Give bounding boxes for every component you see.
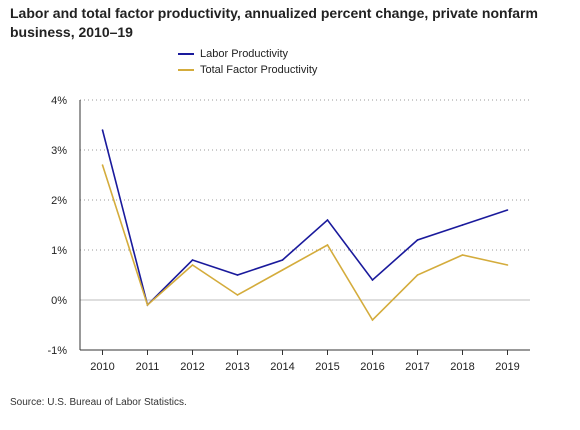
y-tick-label-1%: 1% bbox=[51, 245, 67, 257]
series-line-total-factor-productivity bbox=[101, 164, 508, 322]
legend: Labor Productivity Total Factor Producti… bbox=[178, 46, 317, 78]
x-tick-label-2013: 2013 bbox=[225, 361, 249, 373]
data-point-labor-2019 bbox=[506, 209, 509, 211]
x-tick-label-2016: 2016 bbox=[360, 361, 384, 373]
x-tick-label-2014: 2014 bbox=[270, 361, 294, 373]
data-point-tfp-2011 bbox=[146, 304, 149, 306]
data-point-tfp-2018 bbox=[461, 254, 464, 256]
data-point-tfp-2015 bbox=[326, 244, 329, 246]
data-point-labor-2017 bbox=[416, 239, 419, 241]
y-tick-label-0%: 0% bbox=[51, 295, 67, 307]
y-tick-label-3%: 3% bbox=[51, 145, 67, 157]
x-tick-label-2018: 2018 bbox=[450, 361, 474, 373]
data-point-tfp-2017 bbox=[416, 274, 419, 276]
data-point-tfp-2019 bbox=[506, 264, 509, 266]
data-point-tfp-2014 bbox=[281, 269, 284, 271]
data-point-tfp-2016 bbox=[371, 319, 374, 321]
legend-label-tfp: Total Factor Productivity bbox=[200, 64, 318, 76]
data-point-labor-2013 bbox=[236, 274, 239, 276]
data-point-tfp-2012 bbox=[191, 264, 194, 266]
x-tick-label-2012: 2012 bbox=[180, 361, 204, 373]
data-point-tfp-2013 bbox=[236, 294, 239, 296]
x-tick-label-2017: 2017 bbox=[405, 361, 429, 373]
data-point-labor-2010 bbox=[101, 129, 104, 131]
x-tick-label-2015: 2015 bbox=[315, 361, 339, 373]
x-tick-label-2011: 2011 bbox=[136, 361, 160, 373]
legend-item-tfp: Total Factor Productivity bbox=[178, 62, 317, 78]
series-line-labor-productivity bbox=[101, 129, 508, 307]
data-point-labor-2015 bbox=[326, 219, 329, 221]
data-point-labor-2014 bbox=[281, 259, 284, 261]
data-point-labor-2012 bbox=[191, 259, 194, 261]
data-point-labor-2016 bbox=[371, 279, 374, 281]
chart-title: Labor and total factor productivity, ann… bbox=[10, 5, 538, 40]
legend-swatch-labor bbox=[178, 53, 194, 55]
x-tick-label-2019: 2019 bbox=[495, 361, 519, 373]
x-tick-label-2010: 2010 bbox=[90, 361, 114, 373]
data-point-tfp-2010 bbox=[101, 164, 104, 166]
legend-label-labor: Labor Productivity bbox=[200, 48, 289, 60]
y-tick-label-2%: 2% bbox=[51, 195, 67, 207]
source-note: Source: U.S. Bureau of Labor Statistics. bbox=[10, 397, 187, 408]
data-point-labor-2018 bbox=[461, 224, 464, 226]
legend-item-labor: Labor Productivity bbox=[178, 46, 317, 62]
y-tick-label--1%: -1% bbox=[47, 345, 67, 357]
y-tick-label-4%: 4% bbox=[51, 95, 67, 107]
legend-swatch-tfp bbox=[178, 69, 194, 71]
